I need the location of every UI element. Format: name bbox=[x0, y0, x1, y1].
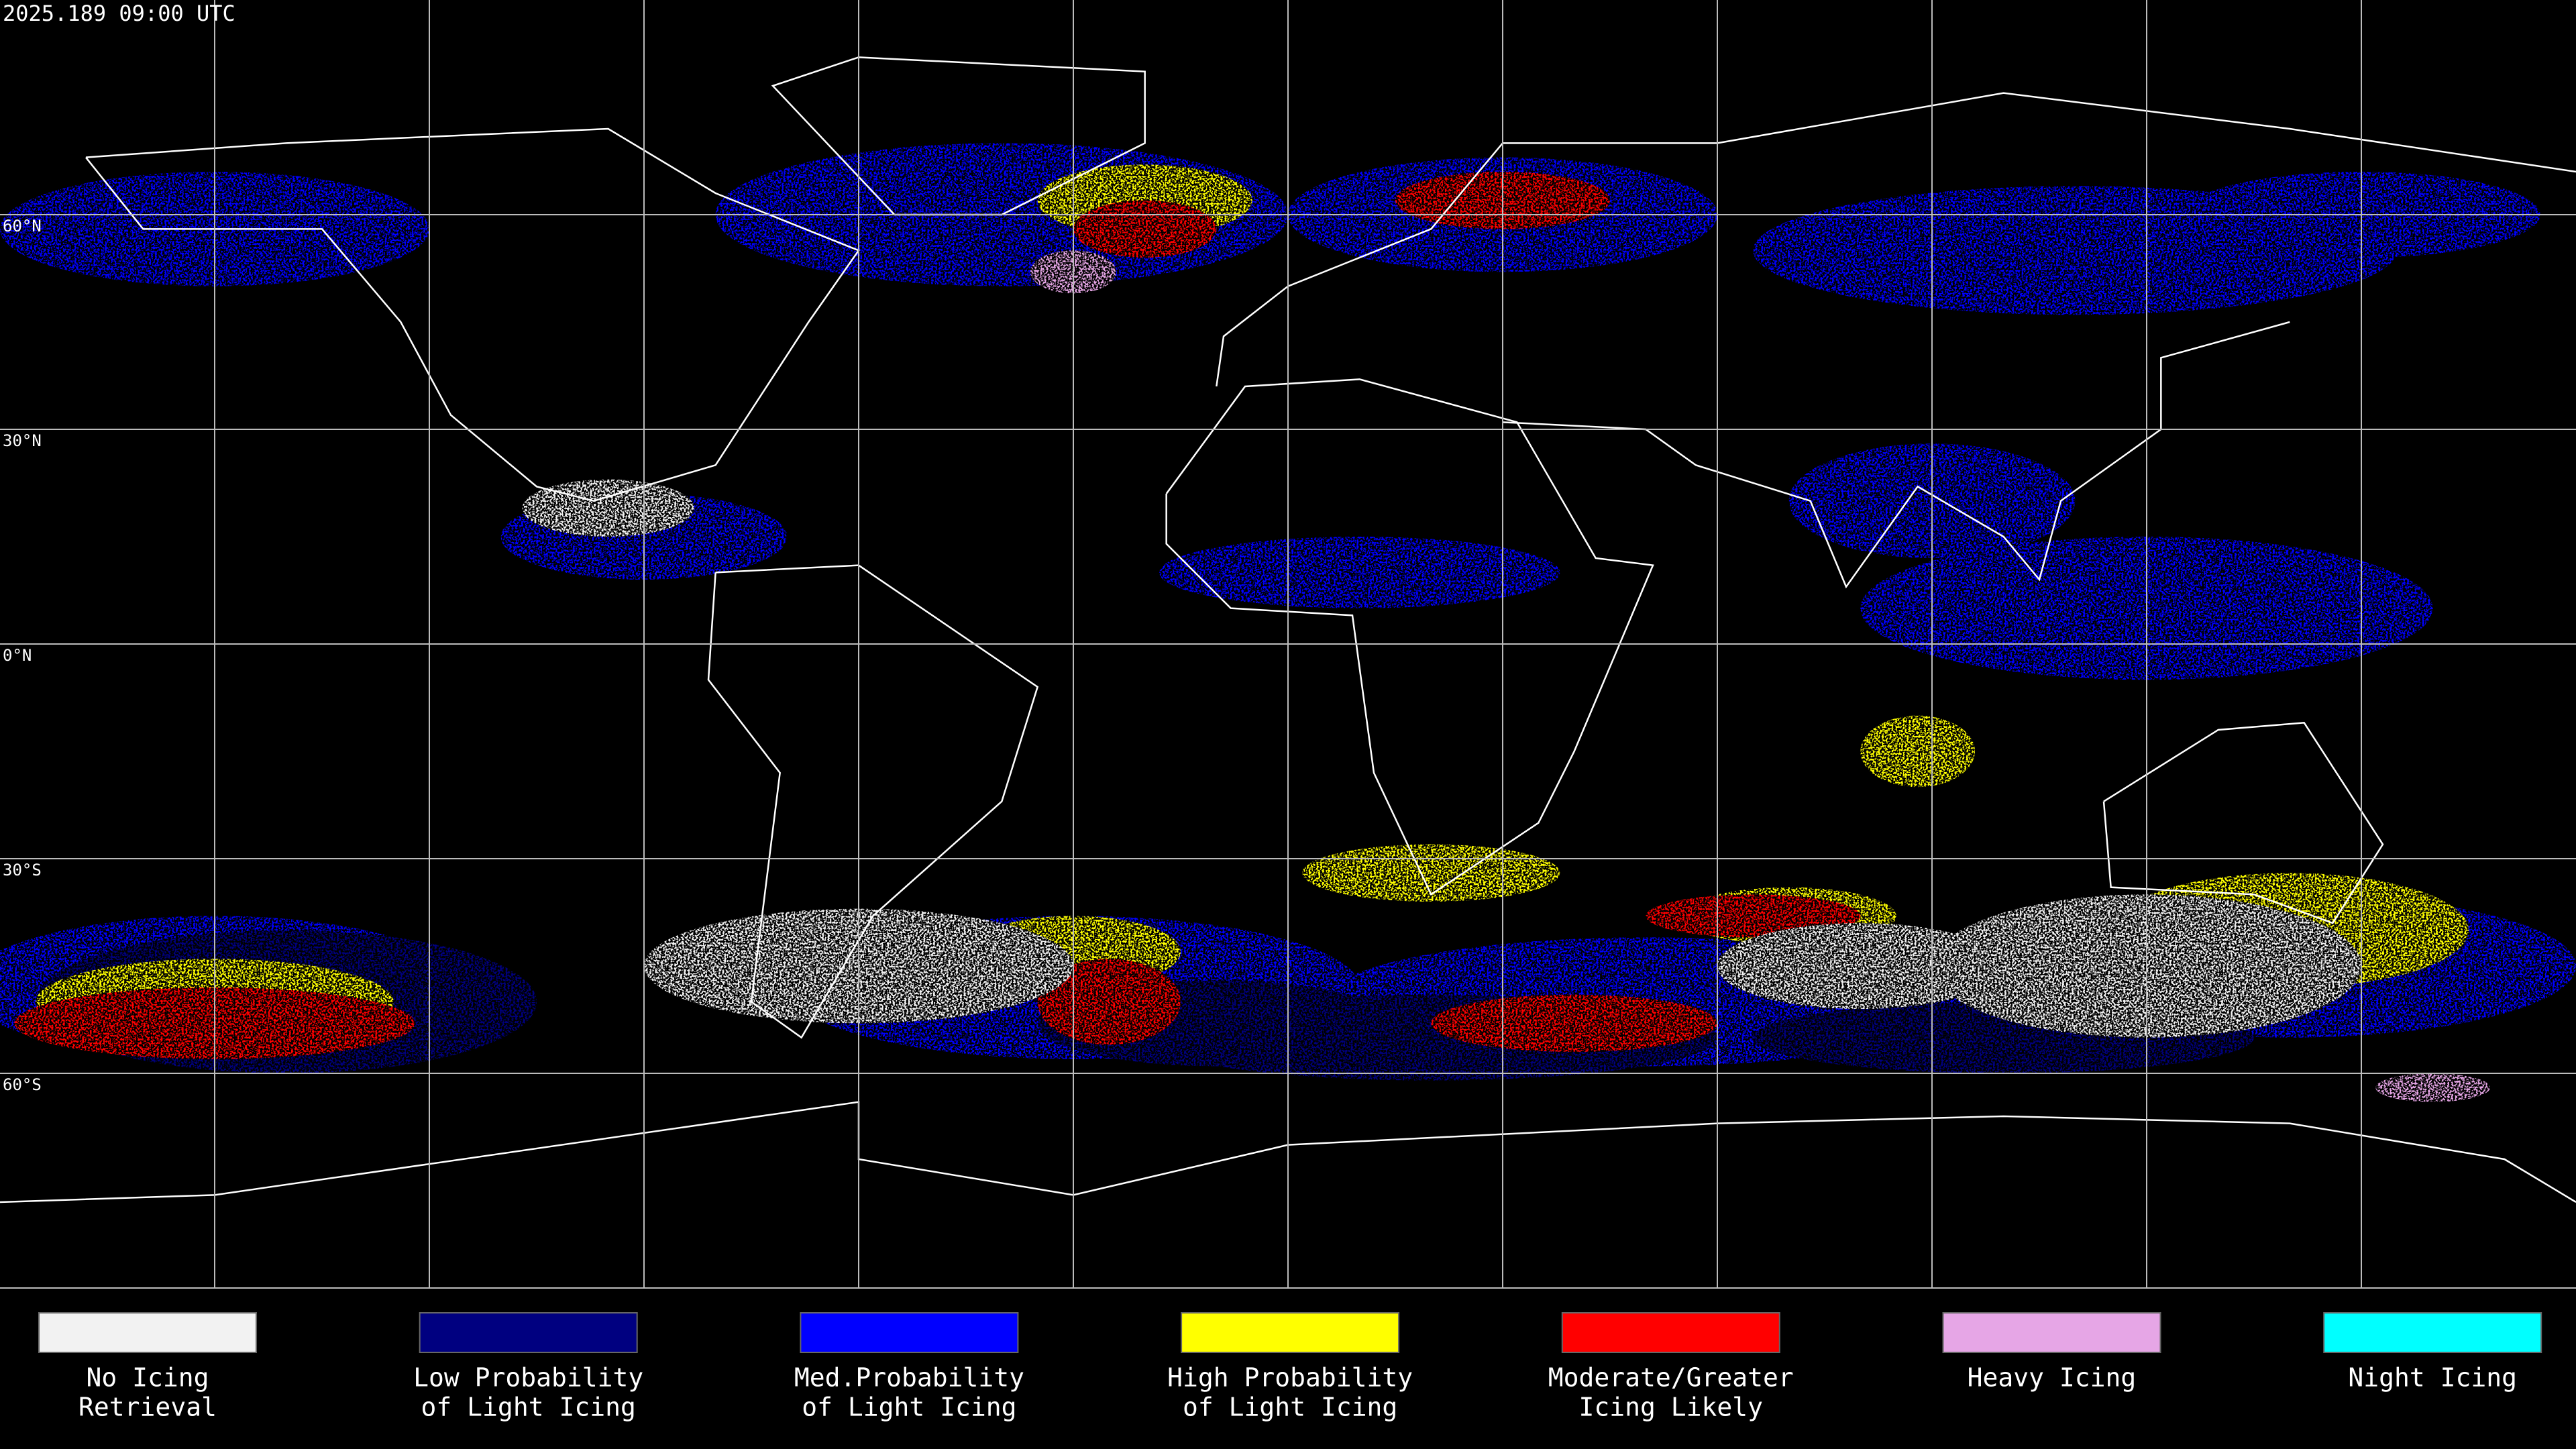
legend-swatch bbox=[419, 1312, 638, 1353]
latitude-label: 60°S bbox=[3, 1075, 42, 1094]
latitude-labels: 60°N 30°N 0°N 30°S 60°S bbox=[3, 217, 42, 1094]
icing-blob bbox=[1159, 537, 1560, 608]
legend-swatch bbox=[2323, 1312, 2542, 1353]
legend-label: Retrieval bbox=[78, 1393, 217, 1422]
icing-blob bbox=[1717, 923, 2004, 1009]
timestamp: 2025.189 09:00 UTC bbox=[3, 1, 235, 26]
coastline bbox=[1502, 321, 2290, 589]
coastline bbox=[1165, 378, 1654, 896]
legend-swatch bbox=[1942, 1312, 2161, 1353]
icing-blob bbox=[522, 479, 694, 537]
graticule bbox=[0, 0, 2576, 1289]
legend-label: Moderate/Greater bbox=[1548, 1363, 1794, 1393]
legend-swatch bbox=[1181, 1312, 1400, 1353]
coastline bbox=[707, 564, 1039, 1039]
latitude-label: 60°N bbox=[3, 217, 42, 235]
coastline bbox=[85, 127, 860, 502]
legend-label: High Probability bbox=[1167, 1363, 1413, 1393]
legend-label: Heavy Icing bbox=[1968, 1363, 2137, 1393]
icing-blob bbox=[1860, 715, 1976, 788]
latitude-label: 30°N bbox=[3, 431, 42, 450]
icing-blob bbox=[1431, 994, 1718, 1053]
legend-label: No Icing bbox=[86, 1363, 209, 1393]
legend-label: Low Probability bbox=[413, 1363, 643, 1393]
legend-label: of Light Icing bbox=[802, 1393, 1016, 1422]
legend-swatch bbox=[800, 1312, 1019, 1353]
legend-swatch bbox=[1561, 1312, 1780, 1353]
icing-blob bbox=[2375, 1073, 2491, 1102]
legend-swatch bbox=[38, 1312, 257, 1353]
icing-blob bbox=[1073, 200, 1217, 258]
coastline bbox=[2102, 722, 2384, 924]
latitude-label: 0°N bbox=[3, 646, 32, 665]
legend-label: Night Icing bbox=[2348, 1363, 2517, 1393]
legend-label: Icing Likely bbox=[1579, 1393, 1764, 1422]
legend-label: of Light Icing bbox=[421, 1393, 636, 1422]
latitude-label: 30°S bbox=[3, 861, 42, 879]
legend-label: Med.Probability bbox=[794, 1363, 1024, 1393]
legend-label: of Light Icing bbox=[1183, 1393, 1397, 1422]
